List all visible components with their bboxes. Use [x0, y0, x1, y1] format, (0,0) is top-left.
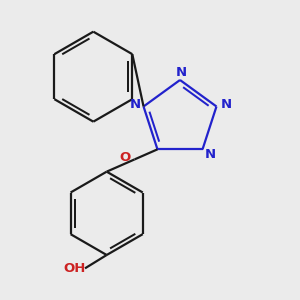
Text: N: N	[221, 98, 232, 111]
Text: N: N	[204, 148, 215, 161]
Text: O: O	[120, 151, 131, 164]
Text: OH: OH	[64, 262, 86, 275]
Text: N: N	[176, 66, 187, 79]
Text: N: N	[130, 98, 141, 111]
